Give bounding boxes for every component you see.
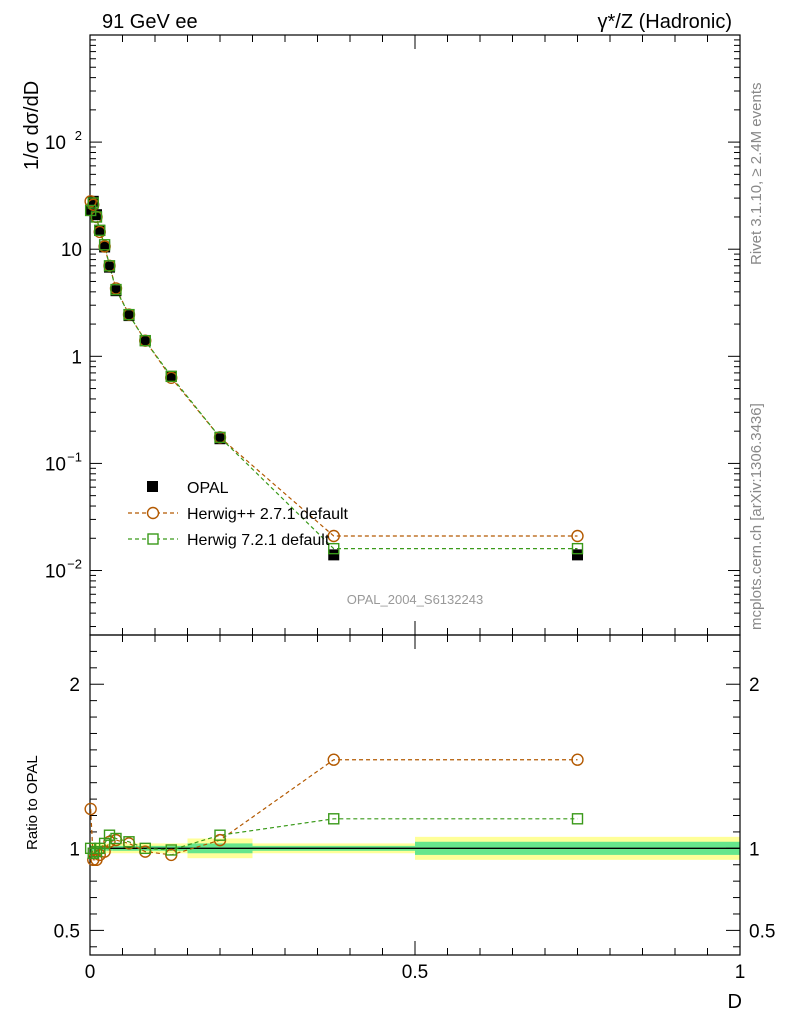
data-point-opal [123,310,135,322]
ratio-marker-herwigpp [571,753,584,766]
legend-label-opal: OPAL [187,480,229,497]
main-ytick-label-exponent: 2 [75,128,82,143]
data-point-opal [104,261,115,273]
ratio-marker-herwigpp [84,802,97,816]
data-point-opal [110,285,122,297]
marker-herwig7 [84,204,97,217]
legend-marker-opal [147,481,158,492]
ratio-marker-herwig7 [139,842,151,855]
ratio-series [84,753,584,867]
main-ytick-label: 10 [45,133,66,154]
marker-herwigpp [571,529,584,543]
mc-line [90,200,578,537]
ratio-ytick-label-left: 0.5 [54,921,80,942]
legend-marker-herwigpp [146,506,160,520]
data-point-opal [214,433,226,445]
ratio-marker-herwig7 [90,845,103,858]
ratio-marker-herwig7 [165,844,177,856]
ratio-ylabel: Ratio to OPAL [24,755,41,850]
ratio-marker-herwigpp [327,753,340,766]
ratio-ytick-label-right: 1 [749,839,760,860]
main-ytick-label-exponent: −1 [67,449,82,464]
data-point-opal [165,370,177,382]
marker-herwig7 [87,197,99,209]
legend-label-herwigpp: Herwig++ 2.7.1 default [187,506,349,523]
legend-marker-herwig7 [147,533,159,545]
ratio-marker-herwig7 [214,829,226,841]
marker-herwig7 [94,224,106,237]
header-right: γ*/Z (Hadronic) [598,11,732,33]
rivet-version-text: Rivet 3.1.10, ≥ 2.4M events [748,83,765,266]
ratio-xtick-label: 0.5 [402,962,428,983]
data-point-opal [91,209,102,221]
marker-herwig7 [123,308,135,321]
marker-herwig7 [328,542,340,555]
legend-label-herwig7: Herwig 7.2.1 default [187,532,330,549]
data-point-opal [139,335,151,347]
data-point-opal [94,224,106,236]
main-ylabel: 1/σ dσ/dD [21,81,43,170]
x-axis-label: D [728,991,742,1013]
data-point-opal [99,241,111,253]
ratio-ytick-label-left: 2 [69,675,80,696]
marker-herwigpp [84,195,97,208]
main-ytick-label: 10 [45,454,66,475]
marker-herwig7 [139,334,151,347]
ratio-ytick-label-right: 2 [749,675,760,696]
analysis-watermark: OPAL_2004_S6132243 [347,592,483,607]
main-ytick-label: 10 [45,562,66,583]
ratio-marker-herwig7 [110,832,122,845]
main-ytick-label: 10 [61,240,82,261]
ratio-xtick-label: 0 [85,962,96,983]
ratio-marker-herwig7 [328,813,340,825]
marker-herwig7 [214,431,226,444]
data-point-opal [87,195,99,207]
marker-herwig7 [103,260,116,272]
legend: OPAL Herwig++ 2.7.1 default Herwig 7.2.1… [128,480,349,549]
ratio-marker-herwig7 [103,829,116,841]
main-ytick-label-exponent: −2 [67,557,82,572]
data-point-opal [328,549,340,561]
marker-herwig7 [165,370,177,383]
ratio-axes: 0 0.5 10.5 0.51 12 2 [54,635,775,983]
data-point-opal [572,549,583,561]
ratio-marker-herwig7 [123,836,135,848]
ratio-frame [89,634,741,956]
marker-herwig7 [90,211,103,223]
ratio-bands [90,836,740,860]
marker-herwigpp [327,529,340,543]
ratio-line [90,818,578,855]
mc-line [90,200,578,550]
mcplots-credit-text: mcplots.cern.ch [arXiv:1306.3436] [748,403,765,630]
ratio-ytick-label-left: 1 [69,839,80,860]
main-series [84,195,584,561]
data-point-opal [85,204,97,216]
main-ytick-label: 1 [71,347,82,368]
marker-herwig7 [110,283,122,296]
ratio-ytick-label-right: 0.5 [749,921,775,942]
ratio-marker-herwig7 [571,813,584,825]
marker-herwig7 [98,239,111,251]
marker-herwig7 [571,542,584,555]
header-left: 91 GeV ee [102,11,198,33]
ratio-xtick-label: 1 [735,962,746,983]
